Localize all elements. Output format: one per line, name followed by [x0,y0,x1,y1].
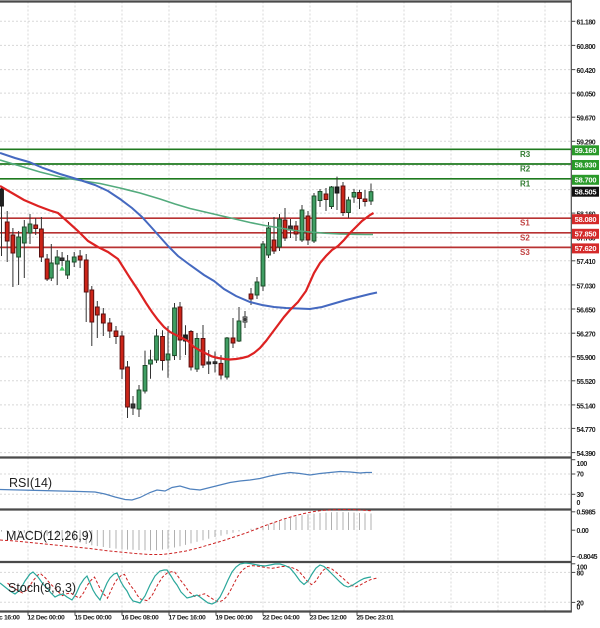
svg-text:12 Dec 00:00: 12 Dec 00:00 [28,615,66,622]
svg-text:0.00: 0.00 [577,528,589,535]
svg-text:11 Dec 16:00: 11 Dec 16:00 [0,615,20,622]
svg-text:58.080: 58.080 [575,215,597,224]
svg-text:22 Dec 04:00: 22 Dec 04:00 [263,615,301,622]
svg-text:57.780: 57.780 [577,236,596,243]
svg-text:59.670: 59.670 [577,116,596,123]
svg-text:70: 70 [577,472,584,479]
svg-text:R3: R3 [520,150,531,159]
svg-text:57.410: 57.410 [577,259,596,266]
svg-text:30: 30 [577,492,584,499]
svg-text:58.930: 58.930 [575,161,597,170]
svg-text:0: 0 [577,500,581,507]
svg-text:60.420: 60.420 [577,68,596,75]
svg-text:56.270: 56.270 [577,332,596,339]
svg-text:57.850: 57.850 [575,230,597,239]
svg-text:MACD(12,26,9): MACD(12,26,9) [6,529,93,543]
svg-text:59.290: 59.290 [577,140,596,147]
svg-text:17 Dec 16:00: 17 Dec 16:00 [169,615,207,622]
svg-text:S2: S2 [520,233,530,242]
svg-text:0: 0 [577,605,581,612]
svg-text:58.700: 58.700 [575,176,597,185]
svg-text:Stoch(9,6,3): Stoch(9,6,3) [8,581,76,595]
svg-text:55.520: 55.520 [577,379,596,386]
svg-text:100: 100 [577,565,588,572]
svg-text:80: 80 [577,571,584,578]
svg-text:0.5985: 0.5985 [577,510,596,517]
svg-text:55.900: 55.900 [577,355,596,362]
svg-text:60.800: 60.800 [577,44,596,51]
svg-text:20: 20 [577,601,584,608]
svg-text:16 Dec 08:00: 16 Dec 08:00 [122,615,160,622]
svg-text:R1: R1 [520,179,531,188]
svg-text:S3: S3 [520,248,530,257]
svg-text:55.140: 55.140 [577,403,596,410]
svg-text:57.620: 57.620 [575,244,597,253]
svg-text:60.050: 60.050 [577,92,596,99]
svg-text:61.180: 61.180 [577,20,596,27]
svg-text:19 Dec 00:00: 19 Dec 00:00 [216,615,254,622]
svg-text:54.390: 54.390 [577,451,596,458]
svg-text:100: 100 [577,461,588,468]
svg-text:23 Dec 12:00: 23 Dec 12:00 [310,615,348,622]
svg-text:-0.8045: -0.8045 [577,554,598,561]
svg-text:25 Dec 23:01: 25 Dec 23:01 [357,615,395,622]
svg-text:58.505: 58.505 [575,187,597,196]
svg-text:56.650: 56.650 [577,307,596,314]
svg-text:S1: S1 [520,219,530,228]
svg-text:57.030: 57.030 [577,283,596,290]
svg-text:R2: R2 [520,165,531,174]
svg-text:54.770: 54.770 [577,427,596,434]
svg-text:RSI(14): RSI(14) [9,476,52,490]
svg-text:15 Dec 00:00: 15 Dec 00:00 [75,615,113,622]
svg-text:59.160: 59.160 [575,146,597,155]
